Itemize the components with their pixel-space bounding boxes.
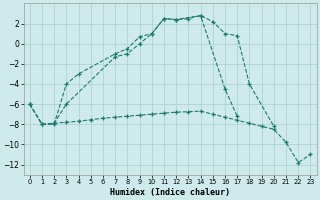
X-axis label: Humidex (Indice chaleur): Humidex (Indice chaleur) <box>110 188 230 197</box>
